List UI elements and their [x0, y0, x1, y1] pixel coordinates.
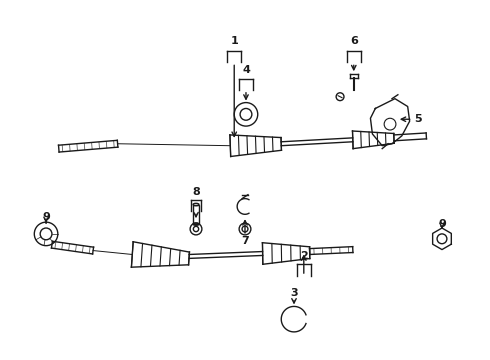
Text: 9: 9 [42, 212, 50, 222]
Text: 5: 5 [415, 114, 422, 124]
Bar [193, 204, 199, 224]
Text: 1: 1 [230, 36, 238, 46]
Text: 2: 2 [300, 251, 308, 261]
Text: 9: 9 [438, 219, 446, 229]
Text: 3: 3 [290, 288, 298, 298]
Text: 6: 6 [350, 36, 358, 46]
Text: 7: 7 [241, 236, 249, 246]
Text: 4: 4 [242, 65, 250, 75]
Text: 8: 8 [192, 187, 200, 197]
